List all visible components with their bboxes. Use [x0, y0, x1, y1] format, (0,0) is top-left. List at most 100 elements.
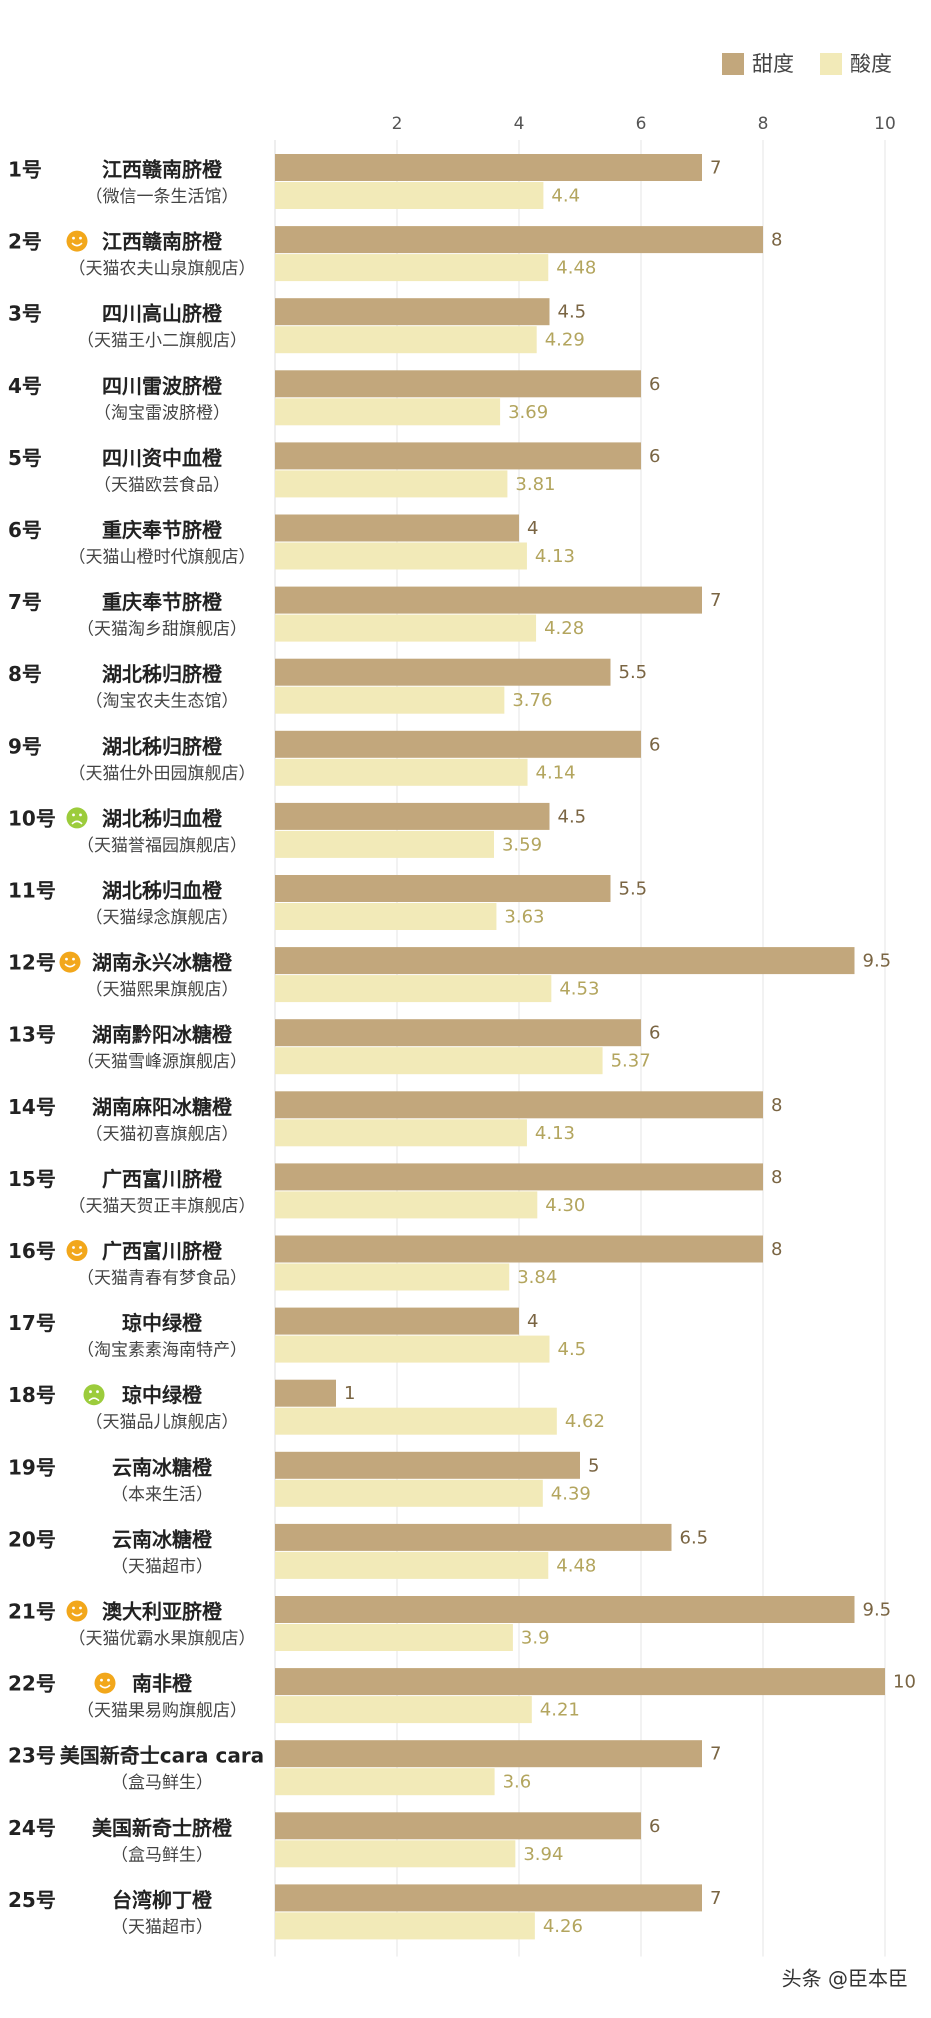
value-label: 4.28: [544, 618, 584, 639]
bar: [275, 1119, 527, 1147]
category-label: 湖北秭归血橙: [102, 806, 223, 830]
legend-label: 酸度: [850, 52, 892, 76]
x-tick-label: 2: [392, 114, 403, 134]
category-label: 四川雷波脐橙: [102, 374, 223, 398]
source-label: （盒马鲜生）: [111, 1845, 213, 1865]
row-number: 24号: [8, 1816, 56, 1840]
value-label: 3.63: [504, 907, 544, 928]
row-number: 4号: [8, 374, 42, 398]
bar: [275, 947, 855, 975]
row-number: 21号: [8, 1600, 56, 1624]
bar: [275, 586, 702, 614]
source-label: （天猫品儿旗舰店）: [86, 1413, 239, 1433]
watermark: 头条 @臣本臣: [782, 1967, 908, 1991]
bar: [275, 1912, 535, 1940]
legend-swatch: [722, 53, 744, 75]
category-label: 台湾柳丁橙: [112, 1888, 213, 1912]
row-number: 13号: [8, 1023, 56, 1047]
category-label: 江西赣南脐橙: [102, 158, 223, 182]
icon-face: [66, 1600, 88, 1622]
value-label: 4.4: [551, 186, 580, 207]
mood-icon: [59, 951, 81, 973]
bar: [275, 370, 641, 398]
category-label: 澳大利亚脐橙: [102, 1600, 223, 1624]
row-number: 9号: [8, 734, 42, 758]
category-label: 湖南黔阳冰糖橙: [92, 1023, 233, 1047]
bar: [275, 614, 537, 642]
value-label: 5: [588, 1455, 599, 1476]
value-label: 5.5: [619, 879, 648, 900]
bar: [275, 154, 702, 181]
value-label: 4.39: [551, 1483, 591, 1504]
category-label: 重庆奉节脐橙: [102, 518, 223, 542]
category-label: 湖南永兴冰糖橙: [92, 951, 233, 975]
x-tick-label: 4: [514, 114, 525, 134]
bar: [275, 658, 611, 686]
x-tick-label: 10: [874, 114, 896, 134]
icon-eye: [79, 1246, 82, 1249]
bar: [275, 1379, 336, 1407]
bar: [275, 398, 501, 426]
bar: [275, 182, 544, 209]
value-label: 4.53: [559, 979, 599, 1000]
bar: [275, 686, 505, 714]
value-label: 3.9: [521, 1628, 550, 1649]
icon-mouth: [88, 1397, 100, 1402]
value-label: 4.29: [545, 330, 585, 351]
bar: [275, 1235, 763, 1263]
bar: [275, 1596, 855, 1623]
bar: [275, 514, 519, 542]
value-label: 7: [710, 158, 721, 179]
source-label: （天猫超市）: [111, 1917, 213, 1937]
icon-eye: [107, 1678, 110, 1682]
icon-eye: [100, 1678, 103, 1682]
bar: [275, 1840, 516, 1868]
bar: [275, 1768, 495, 1796]
row-number: 15号: [8, 1167, 56, 1191]
bar: [275, 1307, 519, 1335]
value-label: 4.30: [545, 1195, 585, 1216]
value-label: 5.5: [619, 662, 648, 683]
category-label: 四川高山脐橙: [102, 302, 223, 326]
source-label: （淘宝素素海南特产）: [77, 1341, 247, 1361]
row-number: 17号: [8, 1311, 56, 1335]
source-label: （天猫超市）: [111, 1557, 213, 1577]
value-label: 6: [649, 734, 660, 755]
bar: [275, 1523, 672, 1551]
row-number: 8号: [8, 662, 42, 686]
source-label: （天猫誉福园旗舰店）: [77, 836, 247, 856]
icon-face: [66, 807, 88, 829]
source-label: （天猫初喜旗舰店）: [86, 1124, 239, 1144]
row-number: 20号: [8, 1527, 56, 1551]
category-label: 南非橙: [132, 1672, 193, 1696]
source-label: （天猫农夫山泉旗舰店）: [69, 259, 256, 279]
category-label: 琼中绿橙: [122, 1311, 203, 1335]
value-label: 4.26: [543, 1916, 583, 1937]
value-label: 9.5: [863, 951, 892, 972]
value-label: 6: [649, 374, 660, 395]
value-label: 3.59: [502, 834, 542, 855]
row-number: 10号: [8, 806, 56, 830]
row-number: 16号: [8, 1239, 56, 1263]
mood-icon: [66, 807, 88, 829]
mood-icon: [66, 230, 88, 252]
icon-eye: [65, 957, 68, 961]
row-number: 23号: [8, 1744, 56, 1768]
bar: [275, 830, 494, 858]
mood-icon: [66, 1600, 88, 1622]
source-label: （天猫山橙时代旗舰店）: [69, 548, 256, 568]
value-label: 7: [710, 590, 721, 611]
bar: [275, 326, 537, 354]
bar: [275, 1047, 603, 1075]
source-label: （本来生活）: [111, 1485, 213, 1505]
legend-swatch: [820, 53, 842, 75]
bar: [275, 1163, 763, 1191]
bar: [275, 1019, 641, 1047]
bar: [275, 1451, 580, 1479]
source-label: （淘宝雷波脐橙）: [94, 403, 230, 423]
row-number: 12号: [8, 951, 56, 975]
value-label: 4.21: [540, 1700, 580, 1721]
row-number: 25号: [8, 1888, 56, 1912]
value-label: 8: [771, 1239, 782, 1260]
